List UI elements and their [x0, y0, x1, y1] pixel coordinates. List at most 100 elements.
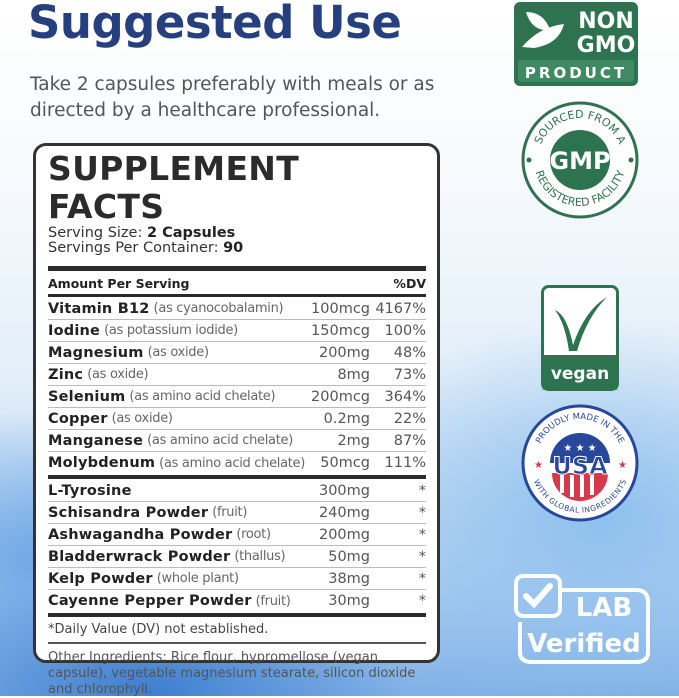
- ingredient-name: Ashwagandha Powder: [48, 526, 233, 543]
- ingredient-dv: *: [418, 593, 426, 609]
- servings-per-container: Servings Per Container: 90: [48, 240, 244, 256]
- ingredient-dv: 100%: [384, 322, 426, 339]
- ingredient-amount: 150mcg: [311, 322, 370, 339]
- ingredient-dv: 22%: [393, 410, 426, 427]
- lab-text: LAB: [576, 593, 633, 623]
- herbs-table: L-Tyrosine 300mg * Schisandra Powder (fruit)…: [48, 480, 426, 612]
- star-icon: ★: [618, 460, 627, 471]
- ingredient-name: L-Tyrosine: [48, 482, 132, 499]
- ingredient-name: Molybdenum: [48, 455, 156, 471]
- vitamins-table: Vitamin B12 (as cyanocobalamin) 100mcg 4167…: [48, 298, 426, 474]
- lab-verified-badge: LAB Verified: [514, 574, 650, 664]
- ingredient-name: Iodine: [48, 322, 101, 339]
- stars-icon: ★ ★ ★: [563, 443, 596, 454]
- ingredient-name: Schisandra Powder: [48, 504, 209, 521]
- ingredient-amount: 8mg: [337, 366, 370, 383]
- other-ingredients: Other Ingredients: Rice flour, hypromell…: [48, 650, 416, 697]
- verified-text: Verified: [527, 629, 641, 659]
- table-header: Amount Per Serving %DV: [48, 276, 426, 291]
- vegan-text: vegan: [551, 364, 609, 384]
- ingredient-amount: 2mg: [337, 432, 370, 449]
- ingredient-dv: *: [418, 570, 426, 587]
- checkmark-icon: [523, 583, 553, 609]
- table-row: Bladderwrack Powder (thallus) 50mg *: [48, 546, 426, 568]
- ingredient-amount: 200mcg: [311, 388, 370, 405]
- usage-instructions: Take 2 capsules preferably with meals or…: [30, 74, 435, 121]
- ingredient-dv: 73%: [393, 366, 426, 383]
- supplement-facts-panel: SUPPLEMENT FACTS Serving Size: 2 Capsule…: [33, 143, 440, 697]
- table-row: Vitamin B12 (as cyanocobalamin) 100mcg 4167…: [48, 298, 426, 320]
- ingredient-form: (as amino acid chelate): [129, 389, 276, 404]
- ingredient-dv: *: [418, 482, 426, 499]
- ingredient-name: Copper: [48, 410, 108, 427]
- ingredient-name: Zinc: [48, 366, 84, 383]
- ingredient-form: (as potassium iodide): [104, 323, 238, 338]
- vegan-badge: vegan: [541, 285, 619, 391]
- ingredient-dv: *: [418, 526, 426, 543]
- ingredient-form: (fruit): [212, 505, 248, 520]
- ingredient-amount: 200mg: [318, 344, 370, 361]
- ingredient-form: (as amino acid chelate): [159, 455, 306, 471]
- ingredient-amount: 100mcg: [311, 300, 370, 317]
- ingredient-amount: 30mg: [328, 593, 370, 609]
- table-row: Ashwagandha Powder (root) 200mg *: [48, 524, 426, 546]
- ingredient-form: (whole plant): [156, 571, 239, 586]
- non-gmo-badge: NON GMO PRODUCT: [514, 2, 638, 86]
- divider: [48, 266, 426, 271]
- ingredient-name: Manganese: [48, 432, 144, 449]
- ingredient-dv: 48%: [393, 344, 426, 361]
- ingredient-amount: 50mcg: [320, 455, 370, 471]
- table-row: Molybdenum (as amino acid chelate) 50mcg 11…: [48, 452, 426, 474]
- checkmark-icon: [555, 297, 607, 351]
- ingredient-amount: 38mg: [328, 570, 370, 587]
- ingredient-amount: 240mg: [318, 504, 370, 521]
- ingredient-name: Magnesium: [48, 344, 144, 361]
- star-icon: ★: [534, 460, 543, 471]
- table-row: Manganese (as amino acid chelate) 2mg 87%: [48, 430, 426, 452]
- table-row: Iodine (as potassium iodide) 150mcg 100%: [48, 320, 426, 342]
- ingredient-dv: *: [418, 504, 426, 521]
- ingredient-name: Kelp Powder: [48, 570, 153, 587]
- ingredient-amount: 300mg: [318, 482, 370, 499]
- ingredient-form: (as oxide): [87, 367, 149, 382]
- non-gmo-text: GMO: [577, 33, 636, 58]
- ingredient-dv: 111%: [384, 455, 426, 471]
- table-row: Zinc (as oxide) 8mg 73%: [48, 364, 426, 386]
- table-row: Schisandra Powder (fruit) 240mg *: [48, 502, 426, 524]
- ingredient-form: (root): [236, 527, 271, 542]
- gmp-badge: SOURCED FROM A REGISTERED FACILITY GMP: [521, 101, 639, 219]
- divider: [48, 475, 426, 479]
- ingredient-form: (as oxide): [147, 345, 209, 360]
- table-row: Cayenne Pepper Powder (fruit) 30mg *: [48, 590, 426, 612]
- panel-title: SUPPLEMENT FACTS: [48, 149, 300, 226]
- ingredient-form: (as oxide): [111, 411, 173, 426]
- ingredient-name: Cayenne Pepper Powder: [48, 593, 252, 609]
- ingredient-name: Vitamin B12: [48, 300, 150, 317]
- ingredient-form: (as amino acid chelate): [147, 433, 293, 448]
- non-gmo-text: NON: [578, 9, 634, 34]
- non-gmo-text: PRODUCT: [525, 64, 627, 82]
- table-row: Selenium (as amino acid chelate) 200mcg 364…: [48, 386, 426, 408]
- divider: [48, 613, 426, 617]
- checkbox-icon: [514, 574, 562, 618]
- ingredient-form: (thallus): [234, 549, 286, 564]
- ingredient-amount: 200mg: [318, 526, 370, 543]
- usa-text: USA: [552, 452, 608, 480]
- ingredient-form: (fruit): [255, 593, 291, 609]
- table-row: Magnesium (as oxide) 200mg 48%: [48, 342, 426, 364]
- serving-size: Serving Size: 2 Capsules: [48, 225, 236, 241]
- ingredient-amount: 50mg: [328, 548, 370, 565]
- ingredient-name: Bladderwrack Powder: [48, 548, 231, 565]
- page-title: Suggested Use: [28, 0, 402, 49]
- gmp-text: GMP: [549, 147, 610, 175]
- ingredient-dv: 4167%: [375, 300, 426, 317]
- ingredient-dv: 87%: [393, 432, 426, 449]
- divider: [48, 294, 426, 297]
- ingredient-dv: *: [418, 548, 426, 565]
- table-row: Kelp Powder (whole plant) 38mg *: [48, 568, 426, 590]
- leaf-icon: [522, 12, 564, 48]
- ingredient-form: (as cyanocobalamin): [153, 301, 284, 316]
- ingredient-dv: 364%: [384, 388, 426, 405]
- dv-note: *Daily Value (DV) not established.: [48, 618, 426, 644]
- ingredient-amount: 0.2mg: [323, 410, 370, 427]
